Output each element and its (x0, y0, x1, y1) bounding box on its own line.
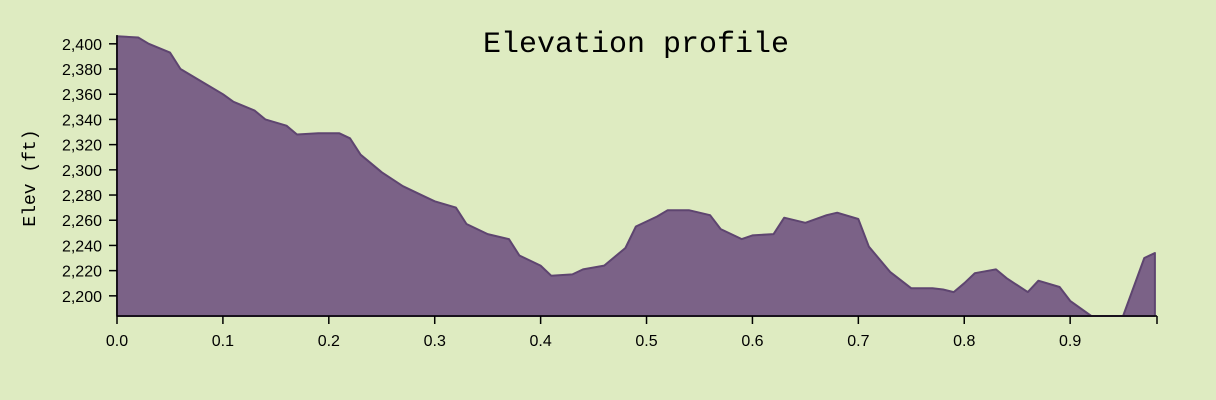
y-tick-label: 2,240 (62, 238, 102, 255)
x-tick-label: 0.3 (424, 333, 446, 350)
x-tick-label: 0.1 (212, 333, 234, 350)
y-tick-label: 2,260 (62, 213, 102, 230)
x-tick-label: 0.7 (847, 333, 869, 350)
y-axis: 2,200 2,220 2,240 2,260 2,280 2,300 2,320 2,340… (62, 35, 118, 316)
y-tick-label: 2,200 (62, 289, 102, 306)
y-tick-label: 2,340 (62, 112, 102, 129)
y-tick-label: 2,300 (62, 163, 102, 180)
y-tick-label: 2,220 (62, 264, 102, 281)
chart-title: Elevation profile (483, 28, 789, 62)
y-tick-label: 2,280 (62, 188, 102, 205)
y-tick-label: 2,400 (62, 37, 102, 54)
x-tick-label: 0.2 (318, 333, 340, 350)
x-tick-label: 0.5 (635, 333, 657, 350)
x-tick-label: 0.6 (741, 333, 763, 350)
plot-area (116, 35, 1156, 317)
x-tick-label: 0.9 (1059, 333, 1081, 350)
x-tick-label: 0.8 (953, 333, 975, 350)
y-tick-label: 2,320 (62, 138, 102, 155)
x-tick-label: 0.4 (530, 333, 552, 350)
y-tick-label: 2,380 (62, 62, 102, 79)
elevation-area (116, 35, 1156, 317)
x-tick-label: 0.0 (106, 333, 128, 350)
x-axis: 0.0 0.1 0.2 0.3 0.4 0.5 0.6 0.7 0.8 0.9 (106, 315, 1158, 350)
y-axis-label: Elev (ft) (21, 129, 41, 226)
y-tick-label: 2,360 (62, 87, 102, 104)
